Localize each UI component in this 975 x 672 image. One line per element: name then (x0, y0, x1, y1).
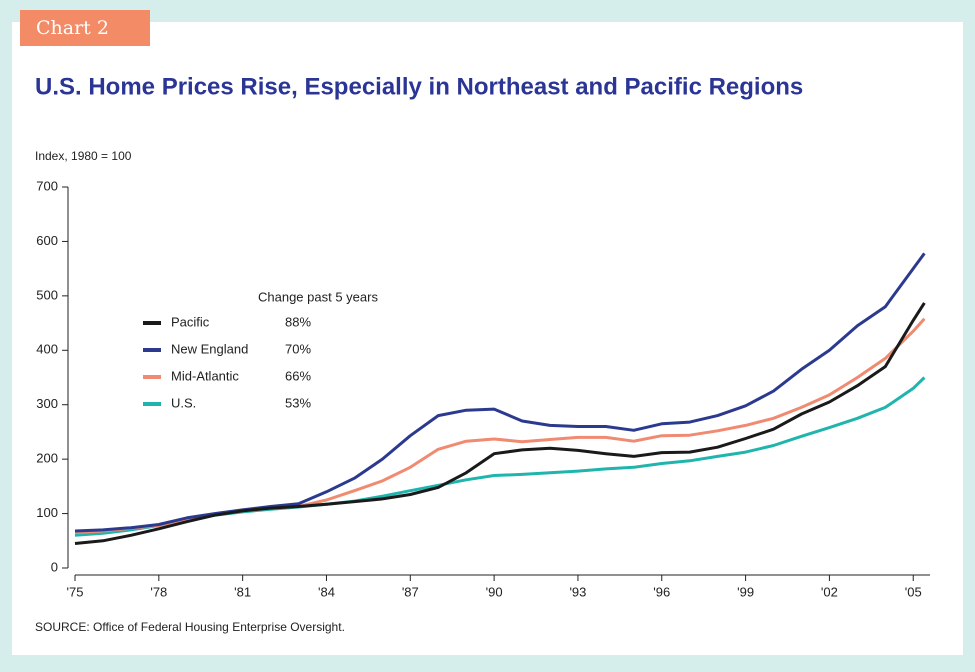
y-tick-label: 500 (36, 287, 58, 302)
y-axis-label: Index, 1980 = 100 (35, 149, 132, 163)
chart-tag-box (20, 10, 150, 46)
y-tick-label: 600 (36, 233, 58, 248)
chart-title: U.S. Home Prices Rise, Especially in Nor… (35, 73, 803, 100)
x-tick-label: '90 (486, 584, 503, 599)
x-tick-label: '81 (234, 584, 251, 599)
y-tick-label: 700 (36, 178, 58, 193)
x-tick-label: '78 (150, 584, 167, 599)
x-tick-label: '75 (67, 584, 84, 599)
legend-label: New England (171, 341, 248, 356)
source: SOURCE: Office of Federal Housing Enterp… (35, 620, 345, 634)
legend-label: Mid-Atlantic (171, 368, 239, 383)
y-tick-label: 400 (36, 342, 58, 357)
legend-change: 53% (285, 395, 311, 410)
legend-label: Pacific (171, 314, 210, 329)
x-tick-label: '93 (569, 584, 586, 599)
x-tick-label: '05 (905, 584, 922, 599)
legend-change: 66% (285, 368, 311, 383)
y-tick-label: 200 (36, 451, 58, 466)
legend-change: 88% (285, 314, 311, 329)
legend-label: U.S. (171, 395, 196, 410)
y-tick-label: 300 (36, 396, 58, 411)
y-tick-label: 100 (36, 505, 58, 520)
series-line (74, 302, 926, 545)
x-tick-label: '02 (821, 584, 838, 599)
chart-tag: Chart 2 (36, 17, 109, 39)
legend-title: Change past 5 years (258, 289, 378, 304)
x-tick-label: '87 (402, 584, 419, 599)
panel (12, 22, 963, 655)
x-tick-label: '84 (318, 584, 335, 599)
x-tick-label: '99 (737, 584, 754, 599)
y-tick-label: 0 (51, 559, 58, 574)
x-tick-label: '96 (653, 584, 670, 599)
legend-change: 70% (285, 341, 311, 356)
